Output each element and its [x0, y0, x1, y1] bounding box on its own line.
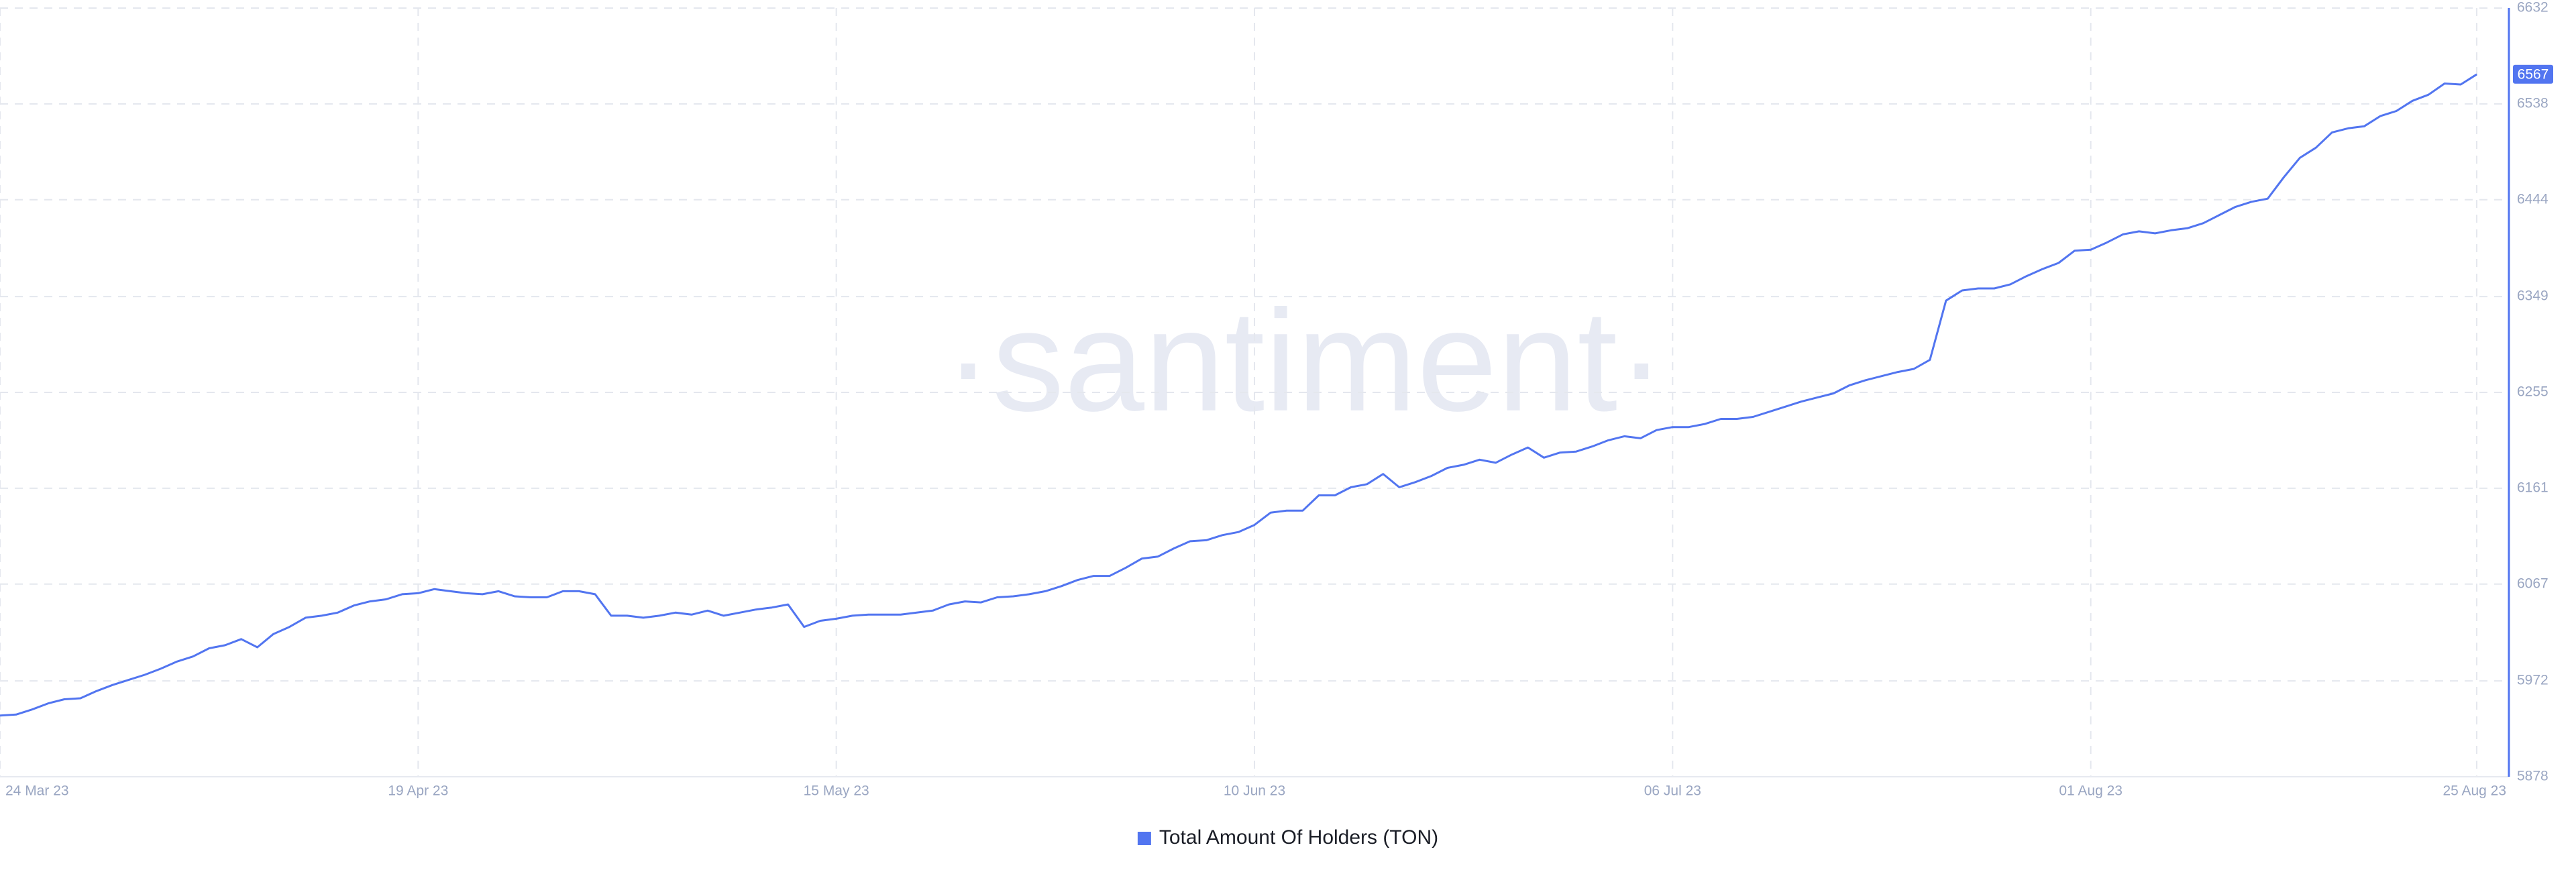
last-value-badge: [2513, 64, 2553, 84]
data-line: [0, 73, 2477, 717]
y-tick-label: 5878: [2517, 769, 2548, 784]
watermark: ·santiment·: [944, 280, 1665, 441]
x-tick-label: 25 Aug 23: [2443, 783, 2506, 799]
legend: Total Amount Of Holders (TON): [1137, 826, 1438, 849]
x-tick-label: 06 Jul 23: [1644, 783, 1701, 799]
legend-label: Total Amount Of Holders (TON): [1159, 826, 1438, 849]
y-tick-label: 6538: [2517, 95, 2548, 111]
y-tick-label: 6067: [2517, 576, 2548, 591]
y-tick-label: 6632: [2517, 0, 2548, 15]
y-tick-label: 6255: [2517, 384, 2548, 400]
last-value-label: 6567: [2518, 66, 2549, 82]
legend-swatch: [1137, 832, 1151, 845]
x-tick-label: 10 Jun 23: [1224, 783, 1285, 799]
y-tick-label: 6161: [2517, 480, 2548, 495]
y-tick-label: 6444: [2517, 191, 2548, 207]
y-tick-label: 5972: [2517, 673, 2548, 688]
y-tick-label: 6349: [2517, 288, 2548, 304]
x-tick-label: 01 Aug 23: [2059, 783, 2123, 799]
x-tick-label: 19 Apr 23: [388, 783, 448, 799]
x-tick-label: 15 May 23: [804, 783, 869, 799]
x-tick-label: 24 Mar 23: [5, 783, 69, 799]
